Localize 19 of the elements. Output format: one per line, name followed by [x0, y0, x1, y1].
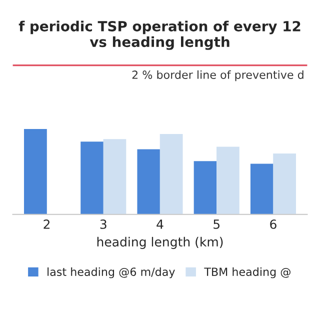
x-tick-label: 3	[100, 219, 106, 229]
legend-label: TBM heading @	[204, 267, 290, 278]
bar	[273, 154, 296, 214]
bar	[103, 139, 126, 214]
x-tick-label: 6	[270, 219, 276, 229]
x-axis-title: heading length (km)	[97, 236, 223, 250]
bar	[250, 164, 274, 214]
x-tick-label: 5	[214, 220, 220, 229]
x-tick-label: 4	[156, 220, 164, 229]
bar	[194, 161, 217, 214]
legend-label: last heading @6 m/day	[48, 267, 175, 278]
bar	[80, 142, 104, 214]
ref-line-label: 2 % border line of preventive d	[132, 70, 304, 82]
bar	[137, 149, 160, 214]
chart-title: f periodic TSP operation of every 12 vs heading length	[18, 20, 300, 50]
bar	[160, 134, 183, 214]
bar	[24, 128, 47, 214]
x-tick-label: 2	[44, 219, 50, 229]
bar	[216, 146, 240, 214]
